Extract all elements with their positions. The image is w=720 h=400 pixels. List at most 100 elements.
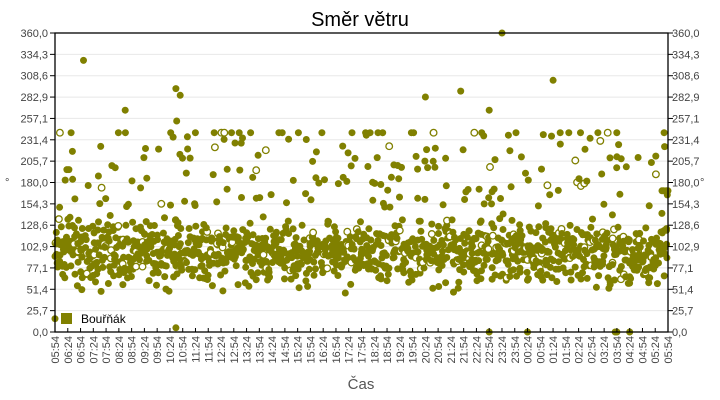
data-point bbox=[114, 129, 122, 137]
x-tick-label: 01:54 bbox=[561, 336, 573, 364]
data-point bbox=[486, 163, 494, 171]
data-point bbox=[298, 221, 306, 229]
data-point bbox=[514, 257, 522, 265]
data-point bbox=[587, 223, 595, 231]
data-point bbox=[334, 272, 342, 279]
data-point bbox=[463, 233, 471, 241]
data-point bbox=[351, 154, 359, 162]
data-point bbox=[254, 151, 262, 159]
data-point bbox=[204, 276, 211, 283]
data-point bbox=[641, 251, 648, 259]
x-tick-label: 18:24 bbox=[369, 336, 381, 364]
data-point bbox=[517, 153, 525, 161]
data-point bbox=[613, 164, 621, 172]
data-point bbox=[660, 129, 668, 137]
data-point bbox=[460, 268, 468, 276]
data-point bbox=[167, 201, 174, 209]
data-point bbox=[128, 177, 136, 185]
x-tick-label: 02:24 bbox=[574, 336, 586, 364]
data-point bbox=[289, 225, 297, 233]
y-tick-label: 231,4 bbox=[672, 135, 700, 147]
data-point bbox=[297, 260, 305, 268]
data-point bbox=[142, 145, 149, 152]
data-point bbox=[245, 282, 253, 290]
data-point bbox=[586, 134, 594, 142]
data-point bbox=[94, 226, 102, 234]
data-point bbox=[385, 264, 393, 272]
data-point bbox=[209, 171, 217, 179]
data-point bbox=[636, 243, 644, 251]
data-point bbox=[302, 136, 310, 143]
data-point bbox=[475, 185, 483, 193]
y-tick-label: 25,7 bbox=[27, 306, 48, 318]
data-point bbox=[646, 274, 654, 282]
data-point bbox=[232, 262, 240, 270]
y-tick-label: 308,6 bbox=[20, 71, 48, 83]
data-point bbox=[450, 288, 457, 296]
data-point bbox=[663, 254, 671, 262]
data-point bbox=[592, 283, 600, 291]
data-point bbox=[145, 277, 153, 285]
data-point bbox=[598, 170, 606, 178]
data-point bbox=[95, 218, 102, 226]
data-point bbox=[101, 253, 108, 261]
data-point bbox=[491, 156, 499, 164]
data-point bbox=[78, 225, 86, 232]
data-point bbox=[499, 251, 507, 259]
data-point bbox=[439, 201, 447, 209]
data-point-notable bbox=[457, 87, 465, 95]
y-tick-label: 154,3 bbox=[672, 199, 700, 211]
data-point bbox=[549, 257, 557, 265]
data-point bbox=[191, 266, 199, 274]
data-point bbox=[427, 230, 436, 238]
data-point bbox=[642, 224, 650, 232]
data-point bbox=[594, 129, 602, 137]
data-point bbox=[292, 272, 300, 280]
data-point bbox=[235, 129, 243, 137]
data-point bbox=[589, 215, 596, 223]
data-point bbox=[547, 225, 555, 233]
data-point bbox=[202, 224, 210, 232]
data-point bbox=[390, 253, 398, 261]
y-tick-label: 77,1 bbox=[27, 263, 48, 275]
data-point bbox=[377, 242, 385, 249]
data-point bbox=[399, 266, 407, 274]
y-tick-label: 360,0 bbox=[672, 28, 700, 40]
data-point bbox=[543, 271, 551, 279]
data-point bbox=[181, 197, 189, 205]
data-point bbox=[365, 225, 373, 233]
x-tick-label: 07:24 bbox=[88, 336, 100, 364]
data-point bbox=[660, 272, 668, 280]
data-point bbox=[374, 236, 382, 244]
data-point bbox=[516, 268, 524, 276]
data-point bbox=[332, 228, 340, 236]
data-point bbox=[645, 202, 653, 210]
x-tick-label: 20:54 bbox=[433, 336, 445, 364]
data-point bbox=[523, 268, 531, 276]
data-point bbox=[154, 236, 161, 244]
data-point bbox=[63, 166, 71, 174]
data-point bbox=[395, 175, 403, 183]
data-point bbox=[150, 222, 158, 229]
data-point-notable bbox=[421, 93, 429, 101]
x-tick-label: 23:24 bbox=[497, 336, 509, 364]
data-point bbox=[71, 270, 79, 278]
data-point bbox=[379, 199, 387, 207]
data-point bbox=[148, 231, 156, 238]
data-point bbox=[315, 179, 323, 187]
data-point bbox=[478, 267, 485, 275]
data-point bbox=[155, 145, 163, 153]
data-point bbox=[593, 230, 601, 238]
data-point bbox=[488, 200, 495, 208]
y-tick-label: 51,4 bbox=[672, 284, 693, 296]
data-point bbox=[565, 129, 573, 137]
x-tick-label: 11:24 bbox=[190, 336, 202, 363]
data-point bbox=[497, 195, 504, 202]
data-point bbox=[324, 220, 332, 228]
data-point bbox=[228, 129, 235, 137]
data-point bbox=[293, 252, 301, 260]
data-point bbox=[348, 129, 356, 137]
data-point bbox=[465, 227, 473, 235]
data-point-notable bbox=[173, 117, 181, 125]
data-point bbox=[281, 275, 288, 283]
